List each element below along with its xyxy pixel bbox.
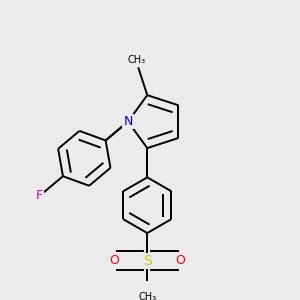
Text: O: O bbox=[175, 254, 185, 267]
Text: N: N bbox=[123, 115, 133, 128]
Text: CH₃: CH₃ bbox=[138, 292, 156, 300]
Text: S: S bbox=[143, 254, 152, 268]
Text: F: F bbox=[36, 189, 43, 202]
Text: O: O bbox=[109, 254, 119, 267]
Text: CH₃: CH₃ bbox=[128, 55, 146, 65]
